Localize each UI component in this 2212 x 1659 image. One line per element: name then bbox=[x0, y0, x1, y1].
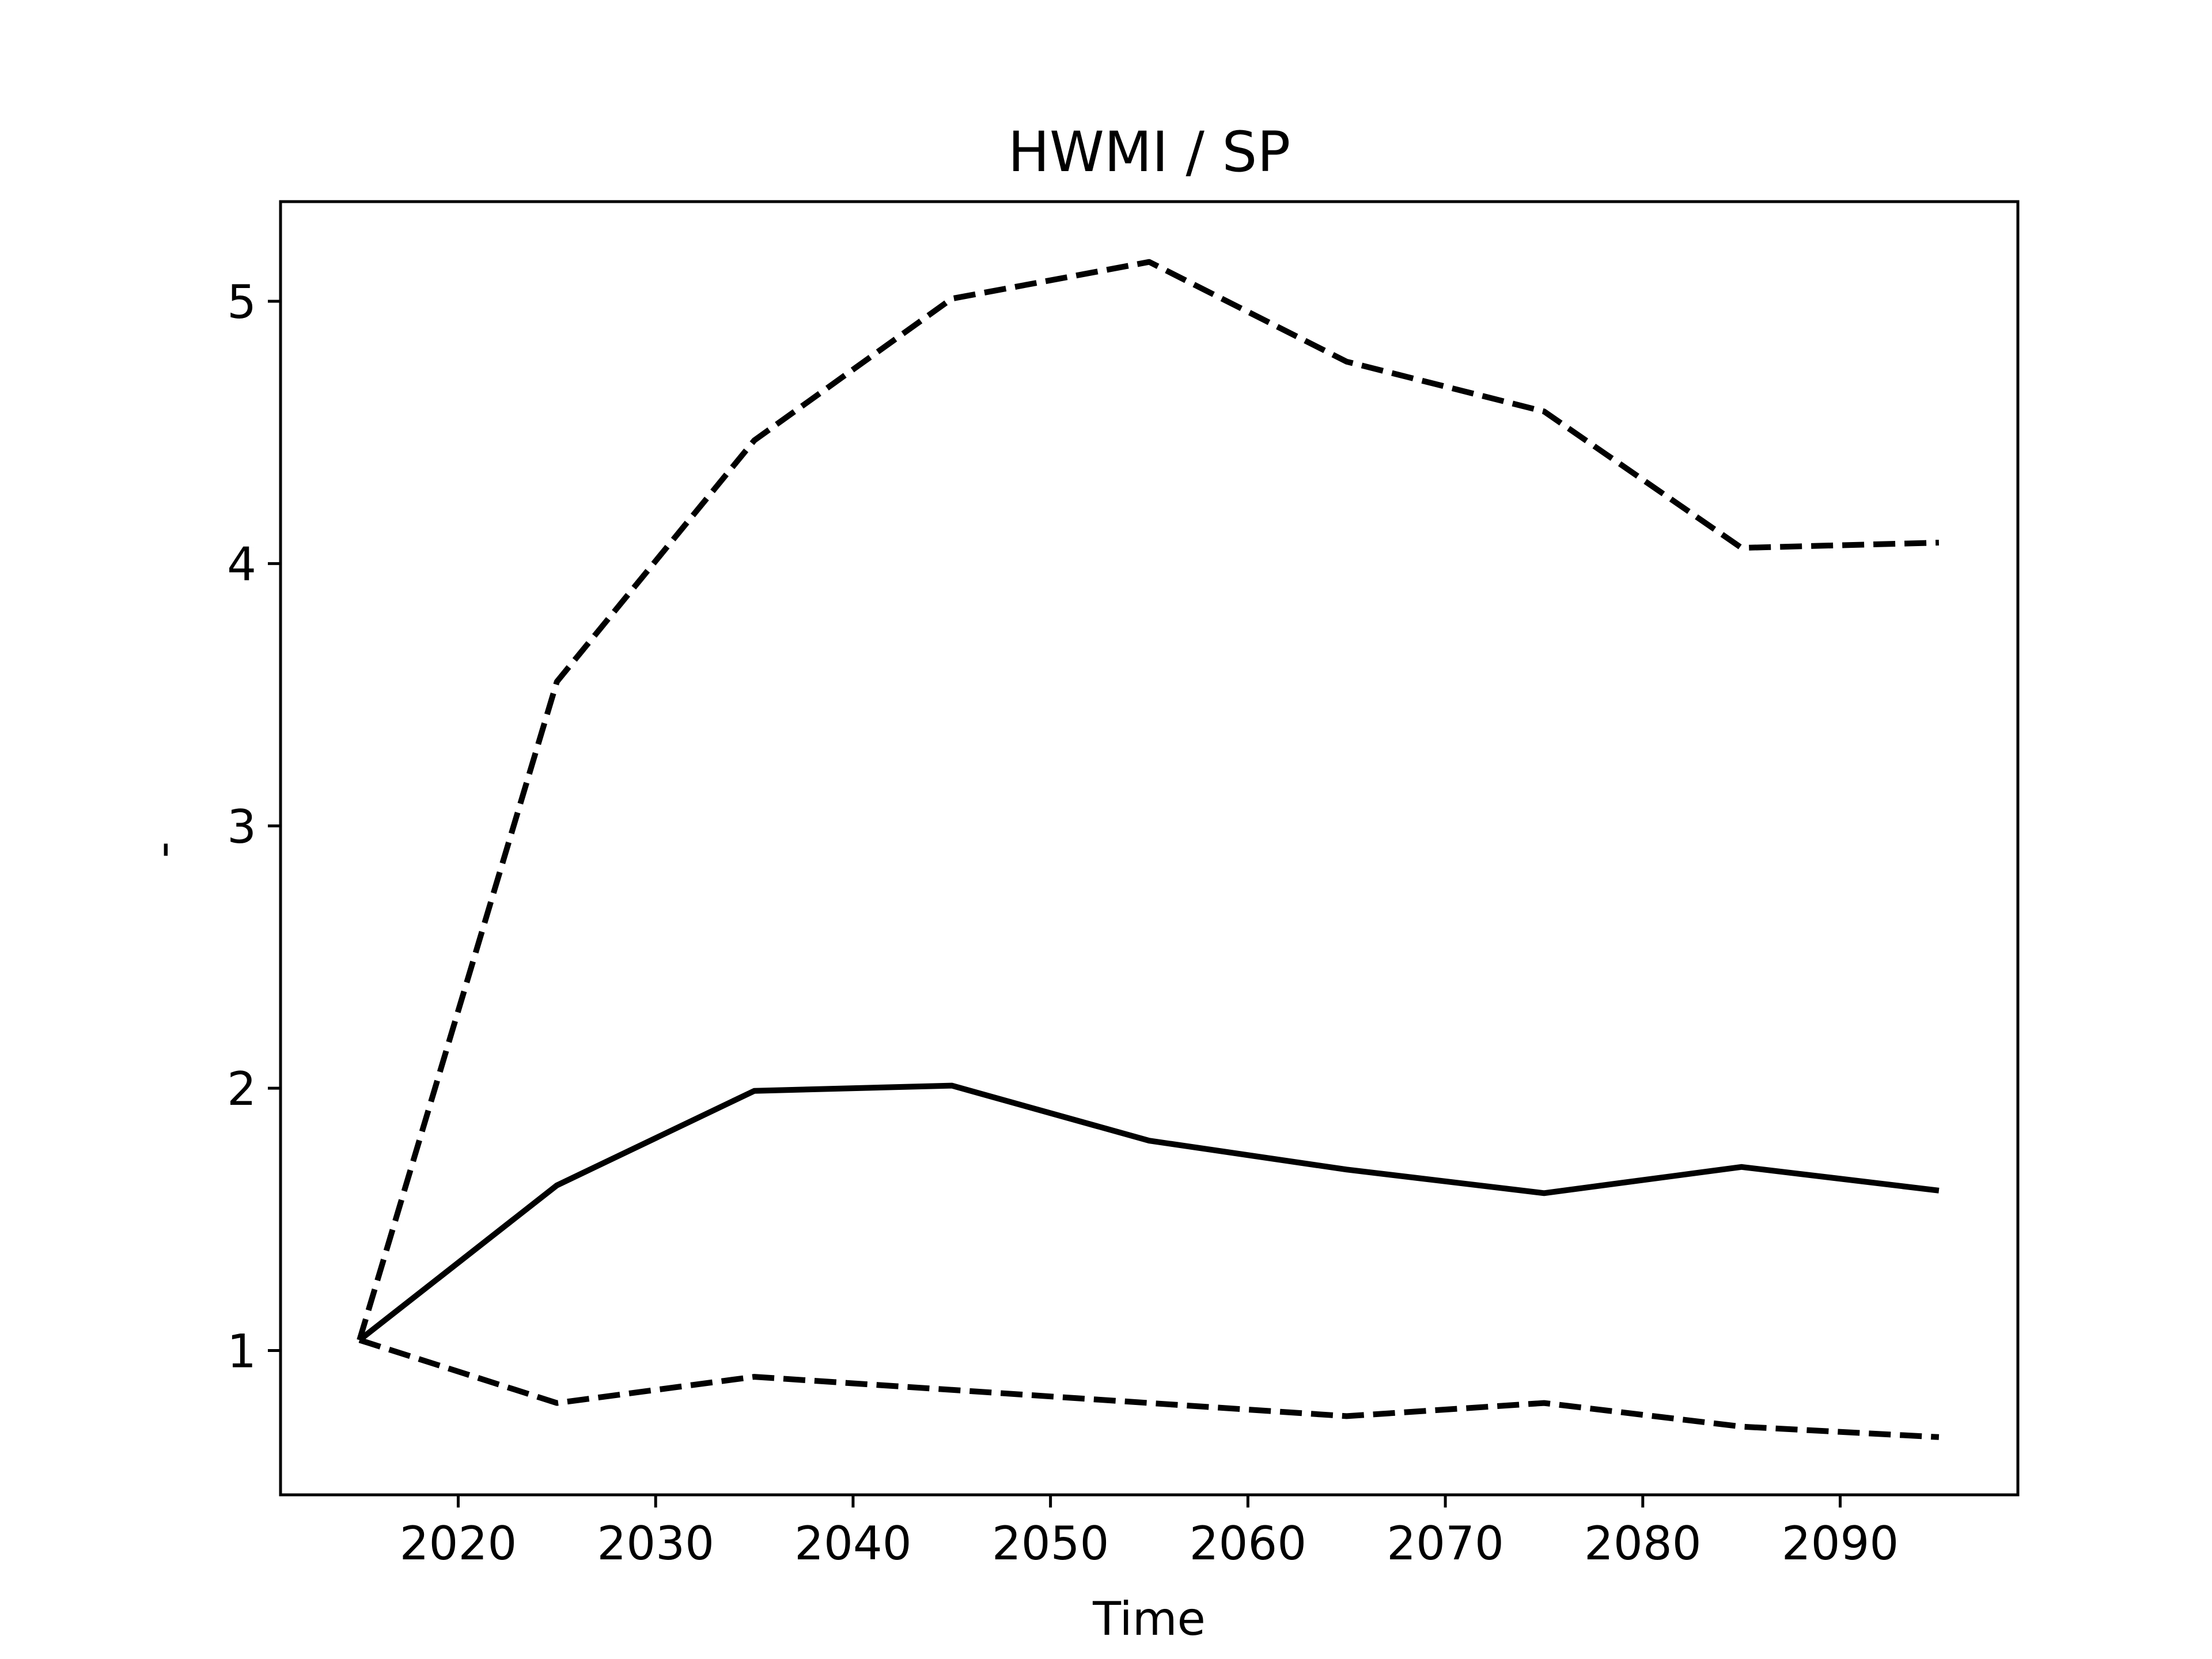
y-tick-label: 2 bbox=[227, 1062, 256, 1116]
plot-frame bbox=[279, 200, 2020, 1497]
series-line-2 bbox=[357, 259, 1940, 1341]
series-layer bbox=[357, 259, 1940, 1440]
x-tick-label: 2070 bbox=[1387, 1517, 1504, 1570]
y-tick-label: 1 bbox=[227, 1325, 256, 1378]
x-tick-label: 2060 bbox=[1190, 1517, 1307, 1570]
x-tick-label: 2020 bbox=[400, 1517, 517, 1570]
x-tick-label: 2080 bbox=[1584, 1517, 1702, 1570]
x-tick-label: 2090 bbox=[1782, 1517, 1899, 1570]
chart-title: HWMI / SP bbox=[1008, 120, 1290, 184]
y-tick-label: 4 bbox=[227, 537, 256, 591]
x-axis-ticks: 2020 2030 2040 2050 2060 2070 2080 2090 bbox=[400, 1495, 1899, 1570]
y-axis-label: - bbox=[136, 842, 190, 858]
y-tick-label: 3 bbox=[227, 800, 256, 854]
x-tick-label: 2050 bbox=[992, 1517, 1109, 1570]
x-axis-label: Time bbox=[1092, 1592, 1206, 1646]
y-tick-label: 5 bbox=[227, 275, 256, 329]
y-axis-ticks: 1 2 3 4 5 bbox=[227, 275, 281, 1378]
series-line-1 bbox=[358, 1082, 1940, 1343]
x-tick-label: 2040 bbox=[794, 1517, 912, 1570]
x-tick-label: 2030 bbox=[597, 1517, 714, 1570]
